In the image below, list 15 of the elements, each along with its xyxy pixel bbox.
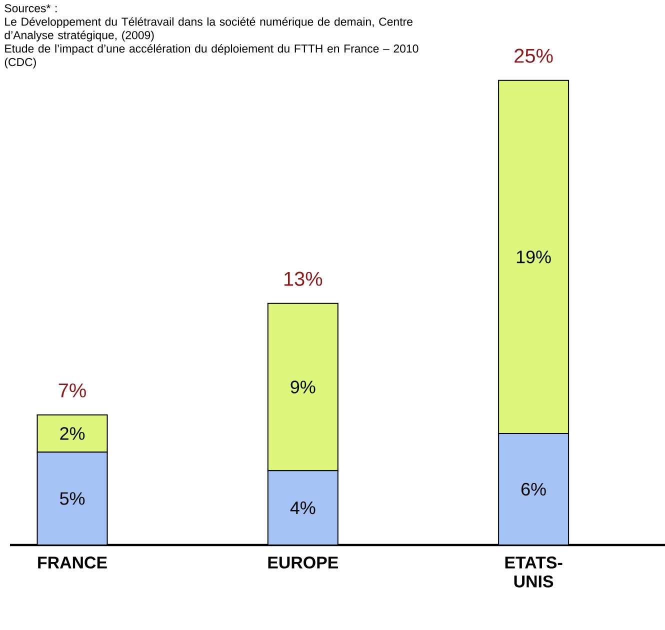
data-label: 4% [290,502,316,514]
data-label: 2% [60,427,85,440]
text: Le Développement du Télétravail dans la société numérique de demain, Centre d’Analyse stratégique, (2009) [4,17,412,42]
x-tick-label: FRANCE [38,556,107,569]
source-note: Sources* : [4,4,57,12]
total-label: 7% [58,383,86,398]
data-label: 5% [60,492,85,505]
data-label: 19% [516,250,551,264]
total-label: 25% [514,48,553,63]
total-label: 13% [284,272,322,286]
x-tick-label: ETATS-UNIS [505,556,562,588]
text: Etude de l’impact d’une accélération du déploiement du FTTH en France – 2010 (CDC) [4,44,418,68]
data-label: 9% [290,380,316,394]
x-tick-label: EUROPE [268,556,338,569]
data-label: 6% [521,482,546,496]
